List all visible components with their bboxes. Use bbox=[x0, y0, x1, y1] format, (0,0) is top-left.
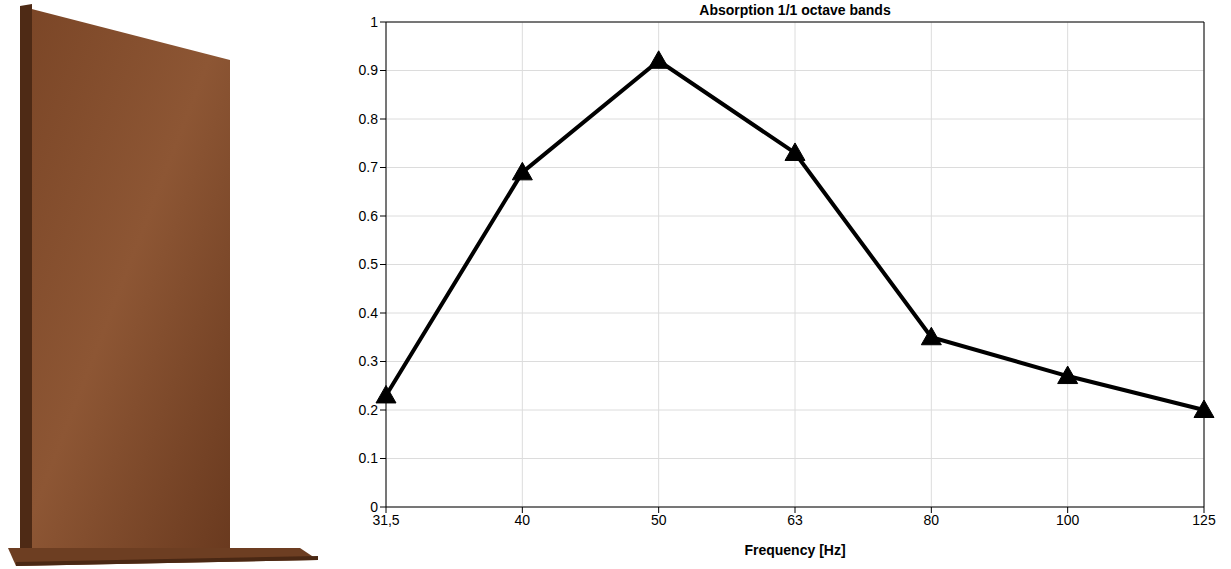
svg-text:0.6: 0.6 bbox=[359, 208, 379, 224]
svg-text:100: 100 bbox=[1056, 512, 1080, 528]
svg-text:0.5: 0.5 bbox=[359, 256, 379, 272]
svg-text:0.3: 0.3 bbox=[359, 353, 379, 369]
svg-text:125: 125 bbox=[1192, 512, 1216, 528]
svg-text:0: 0 bbox=[370, 499, 378, 515]
svg-text:0.2: 0.2 bbox=[359, 402, 379, 418]
svg-text:80: 80 bbox=[924, 512, 940, 528]
html-text:Absorption 1/1 octave bands: Absorption 1/1 octave bands bbox=[699, 2, 891, 18]
svg-text:31,5: 31,5 bbox=[372, 511, 400, 528]
svg-text:0.9: 0.9 bbox=[359, 62, 379, 78]
svg-text:50: 50 bbox=[651, 512, 667, 528]
svg-text:0.1: 0.1 bbox=[359, 450, 379, 466]
svg-text:0.4: 0.4 bbox=[359, 305, 379, 321]
svg-text:Frequency [Hz]: Frequency [Hz] bbox=[744, 542, 845, 558]
svg-text:0.7: 0.7 bbox=[359, 159, 379, 175]
svg-text:1: 1 bbox=[370, 14, 378, 30]
svg-text:40: 40 bbox=[515, 512, 531, 528]
svg-text:0.8: 0.8 bbox=[359, 111, 379, 127]
svg-text:63: 63 bbox=[787, 512, 803, 528]
